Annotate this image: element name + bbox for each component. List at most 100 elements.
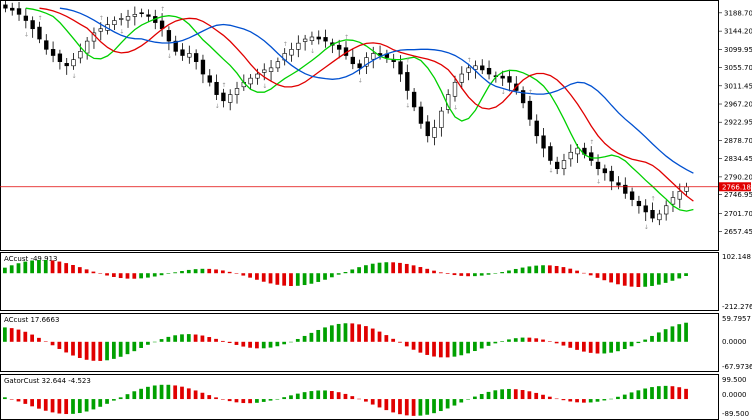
histogram-bar [541, 394, 545, 400]
histogram-bar [418, 399, 423, 416]
histogram-bar [479, 273, 484, 276]
histogram-bar [268, 341, 273, 348]
histogram-bar [193, 390, 198, 400]
candle-body [316, 36, 321, 40]
candle-body [629, 191, 635, 200]
oscillator-2-tick-bottom: -67.9736 [722, 363, 752, 371]
histogram-bar [343, 323, 348, 342]
histogram-bar [629, 341, 634, 347]
candle-body [602, 168, 608, 174]
candle-body [84, 40, 90, 54]
candle-body [670, 197, 676, 205]
histogram-bar [152, 341, 157, 343]
price-tick-label: 3144.20 [724, 28, 752, 36]
fractal-up-marker: ↑ [344, 34, 349, 41]
histogram-bar [616, 273, 620, 285]
histogram-bar [132, 341, 137, 352]
histogram-bar [295, 393, 300, 400]
histogram-bar [125, 273, 130, 279]
histogram-bar [636, 273, 641, 287]
histogram-bar [547, 341, 552, 342]
histogram-bar [275, 273, 280, 285]
histogram-bar [588, 399, 593, 403]
candle-body [98, 28, 103, 32]
histogram-bar [186, 269, 191, 274]
histogram-bar [404, 263, 409, 274]
histogram-bar [575, 399, 579, 403]
histogram-bar [255, 399, 259, 403]
histogram-bar [507, 339, 511, 342]
histogram-bar [268, 273, 273, 284]
main-price-axis: 3188.70 3144.20 3099.95 3055.70 3011.45 2967.… [718, 9, 752, 236]
histogram-bar [71, 341, 75, 356]
candle-body [425, 121, 430, 137]
histogram-bar [111, 399, 116, 401]
histogram-bar [520, 267, 525, 274]
histogram-bar [466, 399, 470, 400]
histogram-bar [404, 399, 409, 416]
histogram-bar [663, 329, 668, 342]
candle-body [554, 161, 560, 170]
price-tick-label: 2834.45 [724, 155, 752, 163]
histogram-bar [37, 337, 41, 342]
histogram-bar [622, 273, 627, 286]
histogram-bar [663, 273, 668, 283]
histogram-bar [248, 273, 252, 278]
main-price-pane[interactable]: 3188.70 3144.20 3099.95 3055.70 3011.45 2967.… [0, 0, 752, 251]
oscillator-pane-1[interactable]: ACcust -49.913 102.148 -212.276 [0, 252, 752, 312]
price-tick-label: 2746.95 [724, 191, 752, 199]
histogram-bar [561, 267, 566, 274]
fractal-down-marker: ↓ [644, 224, 649, 231]
histogram-bar [241, 399, 246, 404]
fractal-down-marker: ↓ [262, 83, 267, 90]
histogram-bar [466, 273, 470, 277]
candle-body [473, 65, 478, 70]
histogram-bar [302, 392, 307, 400]
histogram-bar [513, 389, 518, 400]
histogram-bar [84, 399, 89, 412]
histogram-bar [493, 341, 498, 344]
candle-body [609, 170, 614, 182]
histogram-bar [575, 341, 579, 350]
oscillator-1-frame [0, 252, 719, 311]
histogram-bar [139, 273, 143, 279]
candle-body [173, 40, 178, 52]
histogram-bar [582, 399, 586, 403]
histogram-bar [609, 273, 614, 283]
histogram-bar [513, 338, 518, 342]
histogram-bar [554, 265, 559, 274]
histogram-bar [554, 341, 559, 344]
histogram-bar [500, 389, 505, 400]
price-tick-label: 2967.20 [724, 101, 752, 109]
histogram-bar [289, 395, 293, 400]
histogram-bar [582, 272, 586, 274]
oscillator-pane-3[interactable]: GatorCust 32.644 -4.523 99.500 0.0000 -8… [0, 374, 750, 420]
histogram-bar [3, 397, 7, 400]
histogram-bar [241, 273, 246, 276]
histogram-bar [384, 262, 389, 274]
oscillator-3-bars [3, 384, 688, 416]
candle-body [527, 100, 533, 120]
candle-body [64, 63, 69, 67]
histogram-bar [309, 332, 314, 342]
histogram-bar [323, 327, 327, 342]
price-tick-label: 2701.70 [724, 210, 752, 218]
histogram-bar [425, 268, 430, 274]
histogram-bar [656, 386, 661, 400]
histogram-bar [241, 341, 246, 347]
oscillator-pane-2[interactable]: ACcust 17.6663 59.7957 0.0000 -67.9736 [0, 313, 752, 372]
histogram-bar [520, 390, 525, 400]
candle-body [57, 53, 63, 62]
fractal-up-marker: ↑ [405, 58, 410, 65]
histogram-bar [98, 399, 103, 407]
histogram-bar [261, 341, 266, 349]
candle-body [595, 161, 601, 170]
histogram-bar [643, 339, 648, 342]
histogram-bar [391, 262, 396, 274]
histogram-bar [111, 273, 116, 277]
candle-body [228, 94, 233, 103]
histogram-bar [500, 341, 505, 342]
histogram-bar [670, 273, 675, 281]
